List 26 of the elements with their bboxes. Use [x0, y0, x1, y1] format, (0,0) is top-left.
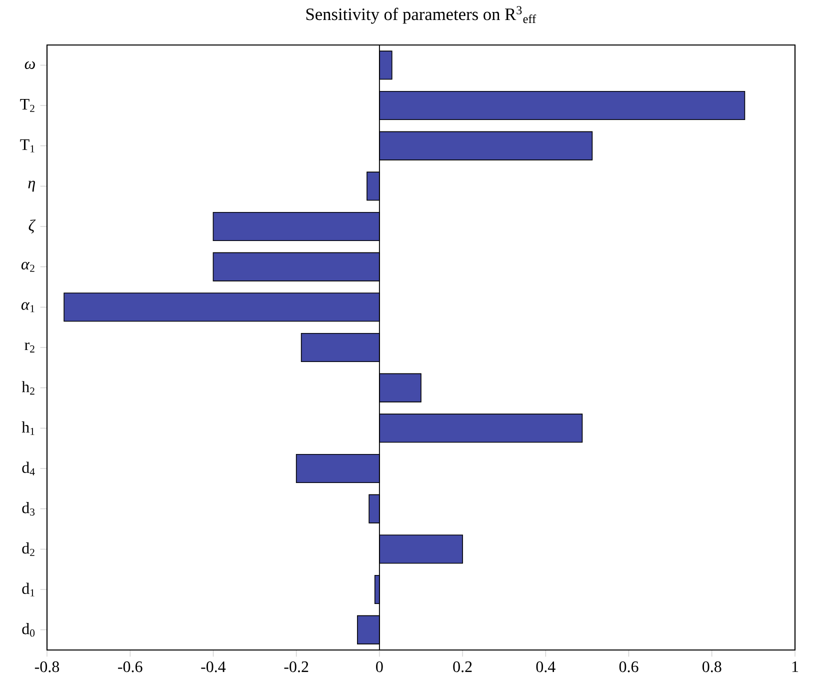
- y-tick-label: r$_{2}$: [24, 342, 34, 352]
- x-tick-label: 0.4: [536, 661, 556, 672]
- y-tick-label: ζ: [28, 220, 36, 234]
- y-tick-label: d$_{2}$: [22, 542, 34, 556]
- x-tick-label: 1: [792, 661, 798, 672]
- y-tick-label: d$_{3}$: [22, 502, 35, 516]
- y-tick-label: d$_{4}$: [22, 462, 35, 476]
- y-tick-label: d$_{0}$: [22, 623, 35, 637]
- x-tick-label: -0.8: [34, 661, 60, 672]
- y-tick-label: h$_{1}$: [22, 421, 34, 435]
- y-tick-label: h$_{2}$: [22, 381, 34, 395]
- x-tick-label: 0.2: [453, 661, 472, 672]
- y-tick-label: α$_{2}$: [21, 262, 34, 272]
- x-tick-label: -0.6: [118, 661, 142, 672]
- y-tick-label: T$_{2}$: [20, 99, 34, 112]
- chart-title: Sensitivity of parameters on R$^{3}$eff: [306, 6, 536, 24]
- x-tick-label: -0.4: [201, 661, 226, 672]
- x-tick-label: -0.2: [284, 661, 308, 672]
- x-tick-label: 0: [376, 661, 383, 672]
- x-tick-label: 0.8: [702, 661, 722, 672]
- y-tick-label: η: [28, 180, 35, 192]
- y-tick-label: α$_{1}$: [21, 302, 34, 312]
- x-tick-label: 0.6: [619, 661, 638, 672]
- y-tick-label: T$_{1}$: [20, 139, 34, 152]
- y-tick-label: d$_{1}$: [22, 582, 34, 596]
- y-tick-label: ω: [24, 61, 35, 69]
